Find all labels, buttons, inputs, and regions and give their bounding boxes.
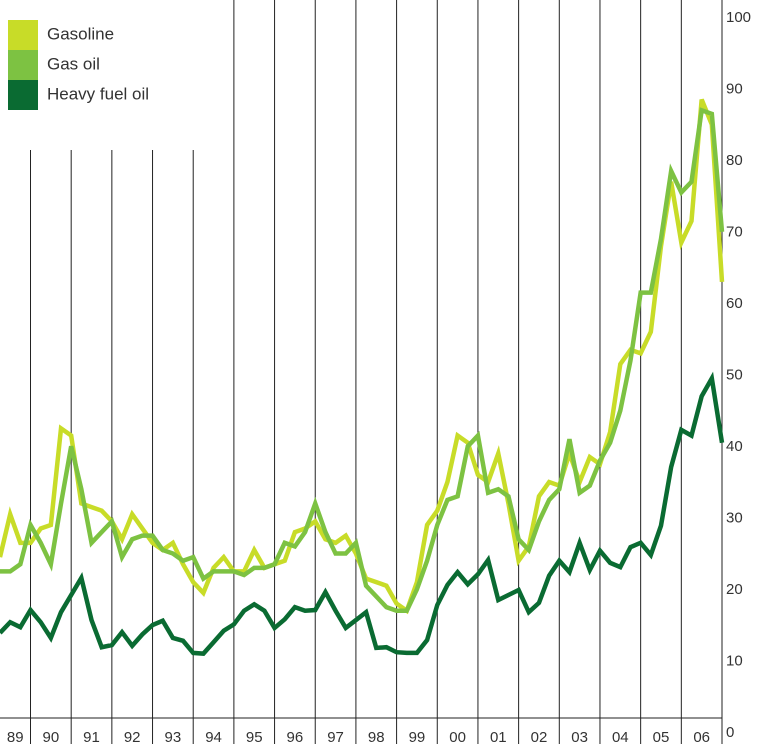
x-tick-label: 96 — [287, 729, 304, 744]
legend-swatch — [8, 50, 38, 80]
legend: Gasoline Gas oil Heavy fuel oil — [0, 0, 200, 150]
x-tick-label: 89 — [7, 729, 24, 744]
legend-swatch — [8, 80, 38, 110]
x-tick-label: 04 — [612, 729, 629, 744]
y-tick-label: 0 — [726, 724, 734, 741]
y-tick-label: 50 — [726, 366, 743, 383]
series-line — [0, 371, 725, 656]
x-tick-label: 93 — [165, 729, 182, 744]
legend-label: Heavy fuel oil — [47, 84, 149, 103]
legend-label: Gasoline — [47, 24, 114, 43]
y-tick-label: 70 — [726, 223, 743, 240]
x-tick-label: 98 — [368, 729, 385, 744]
y-tick-label: 40 — [726, 438, 743, 455]
series-line — [0, 107, 725, 613]
series-line — [0, 98, 725, 615]
y-tick-label: 30 — [726, 509, 743, 526]
x-tick-label: 94 — [205, 729, 222, 744]
x-tick-label: 90 — [43, 729, 60, 744]
x-tick-label: 06 — [693, 729, 710, 744]
x-tick-label: 05 — [653, 729, 670, 744]
x-tick-label: 00 — [449, 729, 466, 744]
y-tick-label: 20 — [726, 581, 743, 598]
x-tick-label: 91 — [83, 729, 100, 744]
x-tick-label: 01 — [490, 729, 507, 744]
y-tick-label: 60 — [726, 295, 743, 312]
y-tick-label: 100 — [726, 9, 751, 26]
y-tick-label: 10 — [726, 652, 743, 669]
x-tick-label: 02 — [531, 729, 548, 744]
legend-swatch — [8, 20, 38, 50]
x-tick-label: 95 — [246, 729, 263, 744]
x-tick-label: 99 — [409, 729, 426, 744]
x-tick-label: 92 — [124, 729, 141, 744]
y-tick-label: 90 — [726, 80, 743, 97]
x-tick-label: 03 — [571, 729, 588, 744]
x-tick-label: 97 — [327, 729, 344, 744]
legend-label: Gas oil — [47, 54, 100, 73]
y-tick-label: 80 — [726, 152, 743, 169]
